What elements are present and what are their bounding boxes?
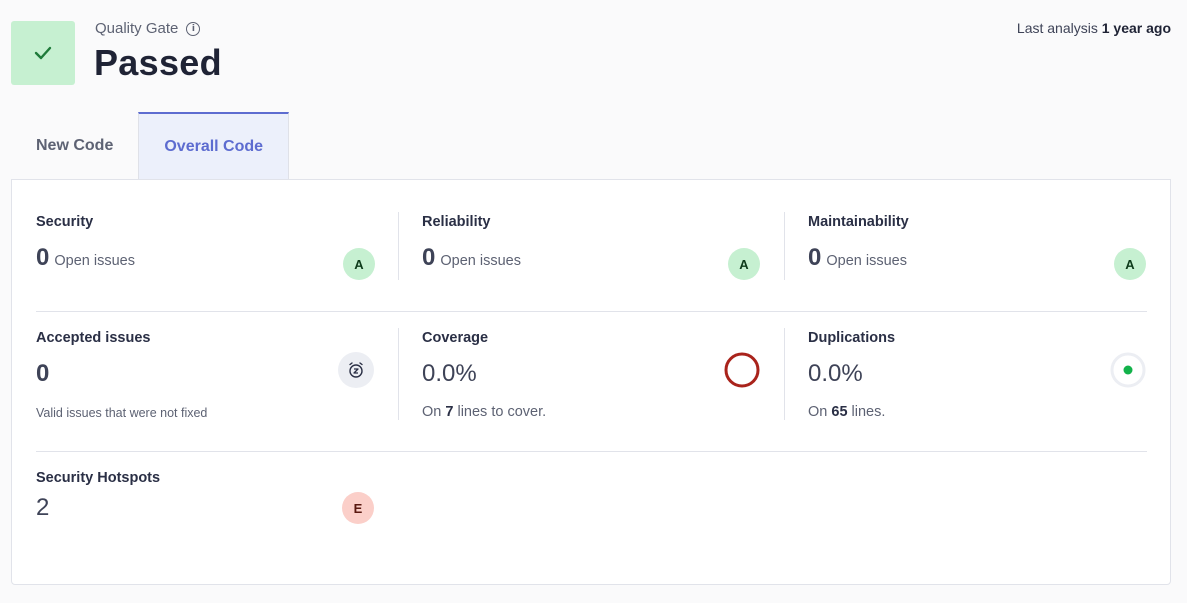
accepted-issues-description: Valid issues that were not fixed	[36, 406, 208, 420]
coverage-ring-icon	[724, 352, 760, 388]
duplications-metric[interactable]: Duplications 0.0% On 65 lines.	[808, 330, 1148, 420]
quality-gate-status: Passed	[94, 42, 222, 83]
quality-gate-status-badge	[11, 21, 75, 85]
security-metric[interactable]: Security 0 Open issues	[36, 214, 376, 272]
snooze-clock-icon	[338, 352, 374, 388]
code-tabs: New Code Overall Code	[11, 112, 290, 180]
security-hotspots-rating-badge[interactable]: E	[342, 492, 374, 524]
last-analysis: Last analysis 1 year ago	[1016, 20, 1171, 36]
duplications-value[interactable]: 0.0%	[808, 360, 863, 387]
accepted-issues-title: Accepted issues	[36, 330, 151, 346]
duplications-title: Duplications	[808, 330, 896, 346]
accepted-issues-metric[interactable]: Accepted issues 0 Valid issues that were…	[36, 330, 376, 420]
accepted-issues-value[interactable]: 0	[36, 360, 50, 387]
maintainability-metric[interactable]: Maintainability 0 Open issues	[808, 214, 1148, 272]
tab-new-code[interactable]: New Code	[36, 137, 114, 154]
security-label: Open issues	[54, 253, 135, 269]
divider	[398, 328, 399, 420]
quality-gate-label: Quality Gate i	[95, 20, 201, 37]
coverage-title: Coverage	[422, 330, 489, 346]
duplications-indicator-icon	[1110, 352, 1146, 388]
row-divider	[36, 451, 1147, 452]
reliability-metric[interactable]: Reliability 0 Open issues	[422, 214, 762, 272]
maintainability-value[interactable]: 0	[808, 244, 822, 271]
coverage-description: On 7 lines to cover.	[422, 404, 547, 420]
divider	[784, 328, 785, 420]
coverage-value[interactable]: 0.0%	[422, 360, 477, 387]
check-icon	[34, 46, 52, 60]
tab-overall-code[interactable]: Overall Code	[138, 112, 290, 180]
maintainability-title: Maintainability	[808, 214, 909, 230]
divider	[398, 212, 399, 280]
info-icon[interactable]: i	[186, 21, 201, 36]
security-title: Security	[36, 214, 94, 230]
security-hotspots-metric[interactable]: Security Hotspots 2	[36, 470, 376, 522]
coverage-metric[interactable]: Coverage 0.0% On 7 lines to cover.	[422, 330, 762, 420]
reliability-value[interactable]: 0	[422, 244, 436, 271]
security-hotspots-value[interactable]: 2	[36, 494, 50, 521]
reliability-label: Open issues	[440, 253, 521, 269]
security-value[interactable]: 0	[36, 244, 50, 271]
maintainability-label: Open issues	[826, 253, 907, 269]
reliability-title: Reliability	[422, 214, 491, 230]
reliability-rating-badge[interactable]: A	[728, 248, 760, 280]
duplications-description: On 65 lines.	[808, 404, 886, 420]
metrics-panel: Security 0 Open issues A Reliability 0 O…	[11, 179, 1171, 585]
security-rating-badge[interactable]: A	[343, 248, 375, 280]
divider	[784, 212, 785, 280]
row-divider	[36, 311, 1147, 312]
security-hotspots-title: Security Hotspots	[36, 470, 161, 486]
maintainability-rating-badge[interactable]: A	[1114, 248, 1146, 280]
